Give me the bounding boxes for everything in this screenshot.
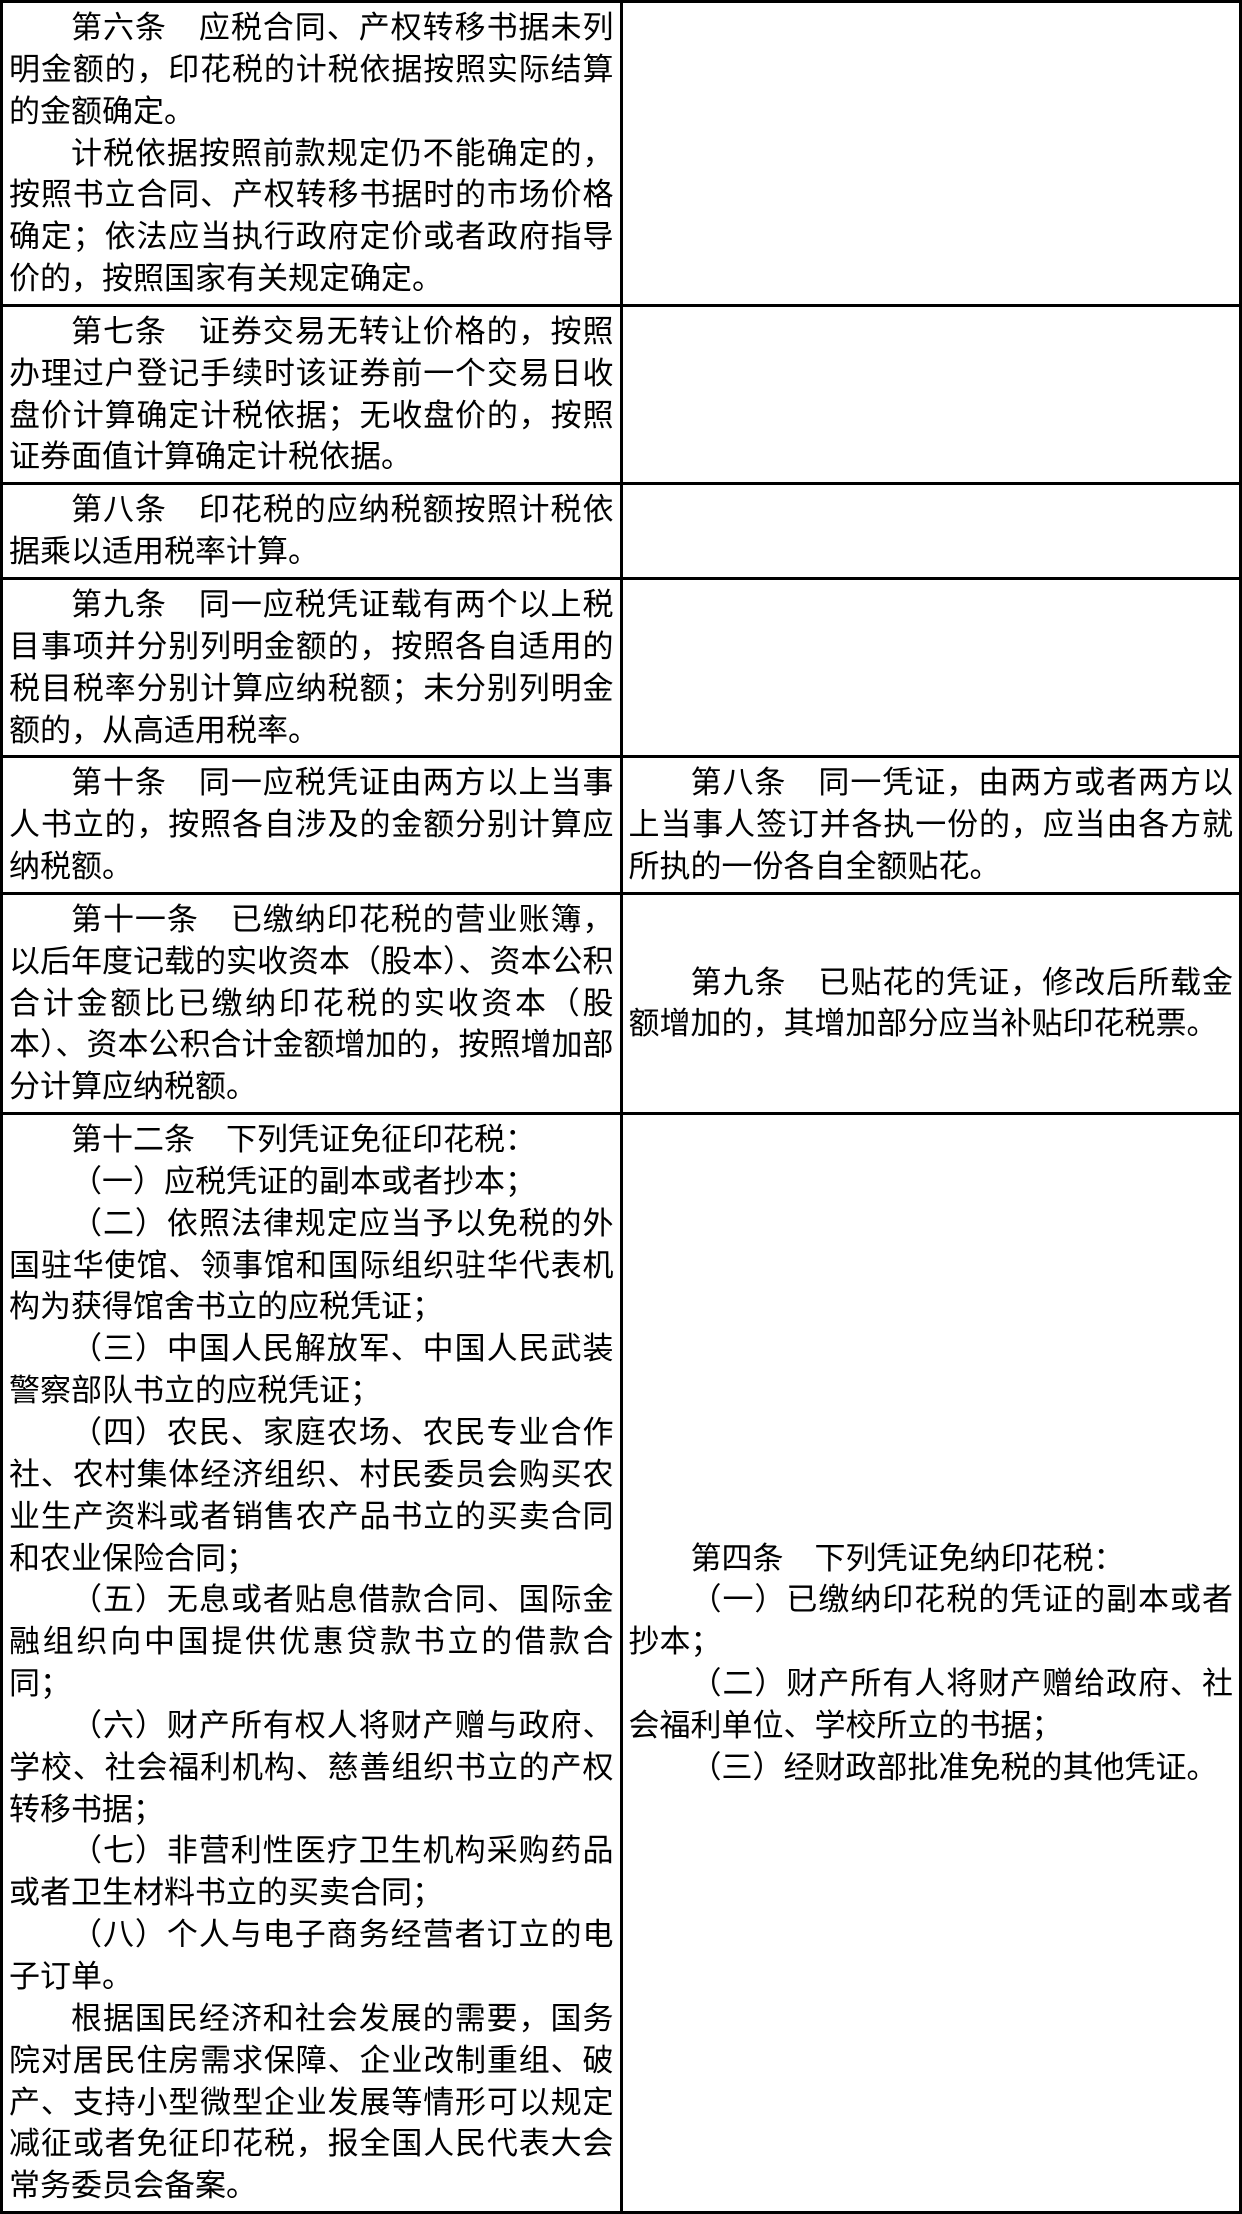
- left-cell: 第八条 印花税的应纳税额按照计税依据乘以适用税率计算。: [2, 484, 622, 579]
- paragraph: （六）财产所有权人将财产赠与政府、学校、社会福利机构、慈善组织书立的产权转移书据…: [9, 1705, 614, 1831]
- table-row: 第六条 应税合同、产权转移书据未列明金额的，印花税的计税依据按照实际结算的金额确…: [2, 2, 1241, 306]
- paragraph: （四）农民、家庭农场、农民专业合作社、农村集体经济组织、村民委员会购买农业生产资…: [9, 1412, 614, 1579]
- table-row: 第十一条 已缴纳印花税的营业账簿，以后年度记载的实收资本（股本）、资本公积合计金…: [2, 893, 1241, 1113]
- table-row: 第十二条 下列凭证免征印花税：（一）应税凭证的副本或者抄本；（二）依照法律规定应…: [2, 1114, 1241, 2213]
- paragraph: （七）非营利性医疗卫生机构采购药品或者卫生材料书立的买卖合同；: [9, 1830, 614, 1914]
- paragraph: 第十二条 下列凭证免征印花税：: [9, 1119, 614, 1161]
- left-cell: 第九条 同一应税凭证载有两个以上税目事项并分别列明金额的，按照各自适用的税目税率…: [2, 578, 622, 756]
- paragraph: 第八条 印花税的应纳税额按照计税依据乘以适用税率计算。: [9, 489, 614, 573]
- paragraph: 第七条 证券交易无转让价格的，按照办理过户登记手续时该证券前一个交易日收盘价计算…: [9, 311, 614, 478]
- right-cell: 第九条 已贴花的凭证，修改后所载金额增加的，其增加部分应当补贴印花税票。: [621, 893, 1241, 1113]
- left-cell: 第六条 应税合同、产权转移书据未列明金额的，印花税的计税依据按照实际结算的金额确…: [2, 2, 622, 306]
- table-row: 第十条 同一应税凭证由两方以上当事人书立的，按照各自涉及的金额分别计算应纳税额。…: [2, 757, 1241, 894]
- paragraph: （三）中国人民解放军、中国人民武装警察部队书立的应税凭证；: [9, 1328, 614, 1412]
- right-cell: [621, 2, 1241, 306]
- paragraph: （二）依照法律规定应当予以免税的外国驻华使馆、领事馆和国际组织驻华代表机构为获得…: [9, 1203, 614, 1329]
- left-cell: 第十二条 下列凭证免征印花税：（一）应税凭证的副本或者抄本；（二）依照法律规定应…: [2, 1114, 622, 2213]
- paragraph: （一）应税凭证的副本或者抄本；: [9, 1161, 614, 1203]
- comparison-table: 第六条 应税合同、产权转移书据未列明金额的，印花税的计税依据按照实际结算的金额确…: [0, 0, 1242, 2214]
- table-row: 第八条 印花税的应纳税额按照计税依据乘以适用税率计算。: [2, 484, 1241, 579]
- right-cell: 第四条 下列凭证免纳印花税：（一）已缴纳印花税的凭证的副本或者抄本；（二）财产所…: [621, 1114, 1241, 2213]
- paragraph: 根据国民经济和社会发展的需要，国务院对居民住房需求保障、企业改制重组、破产、支持…: [9, 1998, 614, 2207]
- paragraph: 第九条 同一应税凭证载有两个以上税目事项并分别列明金额的，按照各自适用的税目税率…: [9, 584, 614, 751]
- table-row: 第七条 证券交易无转让价格的，按照办理过户登记手续时该证券前一个交易日收盘价计算…: [2, 305, 1241, 483]
- paragraph: 计税依据按照前款规定仍不能确定的，按照书立合同、产权转移书据时的市场价格确定；依…: [9, 133, 614, 300]
- right-cell: [621, 578, 1241, 756]
- paragraph: 第八条 同一凭证，由两方或者两方以上当事人签订并各执一份的，应当由各方就所执的一…: [629, 762, 1234, 888]
- right-cell: 第八条 同一凭证，由两方或者两方以上当事人签订并各执一份的，应当由各方就所执的一…: [621, 757, 1241, 894]
- paragraph: 第六条 应税合同、产权转移书据未列明金额的，印花税的计税依据按照实际结算的金额确…: [9, 7, 614, 133]
- paragraph: 第十条 同一应税凭证由两方以上当事人书立的，按照各自涉及的金额分别计算应纳税额。: [9, 762, 614, 888]
- paragraph: （五）无息或者贴息借款合同、国际金融组织向中国提供优惠贷款书立的借款合同；: [9, 1579, 614, 1705]
- left-cell: 第七条 证券交易无转让价格的，按照办理过户登记手续时该证券前一个交易日收盘价计算…: [2, 305, 622, 483]
- paragraph: 第十一条 已缴纳印花税的营业账簿，以后年度记载的实收资本（股本）、资本公积合计金…: [9, 899, 614, 1108]
- paragraph: （八）个人与电子商务经营者订立的电子订单。: [9, 1914, 614, 1998]
- paragraph: （二）财产所有人将财产赠给政府、社会福利单位、学校所立的书据；: [629, 1663, 1234, 1747]
- paragraph: （一）已缴纳印花税的凭证的副本或者抄本；: [629, 1579, 1234, 1663]
- right-cell: [621, 484, 1241, 579]
- table-row: 第九条 同一应税凭证载有两个以上税目事项并分别列明金额的，按照各自适用的税目税率…: [2, 578, 1241, 756]
- right-cell: [621, 305, 1241, 483]
- paragraph: （三）经财政部批准免税的其他凭证。: [629, 1747, 1234, 1789]
- left-cell: 第十条 同一应税凭证由两方以上当事人书立的，按照各自涉及的金额分别计算应纳税额。: [2, 757, 622, 894]
- paragraph: 第四条 下列凭证免纳印花税：: [629, 1538, 1234, 1580]
- paragraph: 第九条 已贴花的凭证，修改后所载金额增加的，其增加部分应当补贴印花税票。: [629, 962, 1234, 1046]
- left-cell: 第十一条 已缴纳印花税的营业账簿，以后年度记载的实收资本（股本）、资本公积合计金…: [2, 893, 622, 1113]
